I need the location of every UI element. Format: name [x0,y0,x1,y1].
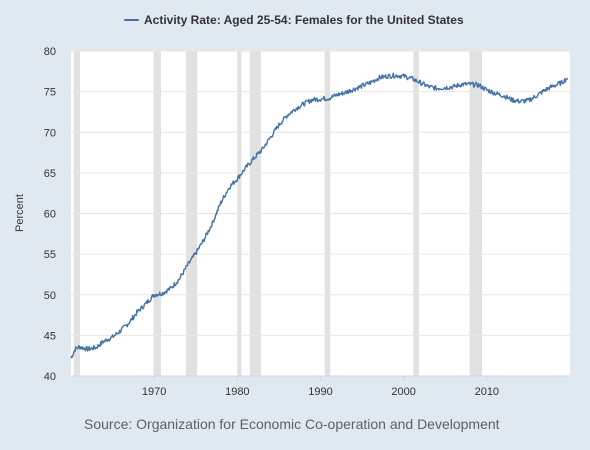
legend-label: Activity Rate: Aged 25-54: Females for t… [144,13,464,27]
y-tick-label-75: 75 [44,87,56,99]
y-tick-label-60: 60 [44,209,56,221]
y-tick-label-50: 50 [44,290,56,302]
y-tick-label-70: 70 [44,127,56,139]
legend[interactable]: Activity Rate: Aged 25-54: Females for t… [124,12,464,28]
x-tick-label-2010: 2010 [475,386,499,398]
y-tick-label-55: 55 [44,249,56,261]
legend-line-swatch [124,19,139,21]
y-tick-label-65: 65 [44,168,56,180]
x-tick-label-1970: 1970 [142,386,166,398]
x-axis-ticks: 1970 1980 1990 2000 2010 [142,376,499,398]
y-tick-label-40: 40 [44,371,56,383]
gridlines [71,50,570,377]
y-axis-title: Percent [14,194,26,232]
x-tick-label-1980: 1980 [225,386,249,398]
series-line-0[interactable] [70,72,569,359]
x-tick-label-1990: 1990 [308,386,332,398]
y-tick-label-45: 45 [44,330,56,342]
y-axis-ticks: 40 45 50 55 60 65 70 75 80 [44,46,56,383]
x-tick-label-2000: 2000 [391,386,415,398]
source-note: Source: Organization for Economic Co-ope… [84,416,500,432]
series-lines [70,72,569,359]
y-tick-label-80: 80 [44,46,56,58]
